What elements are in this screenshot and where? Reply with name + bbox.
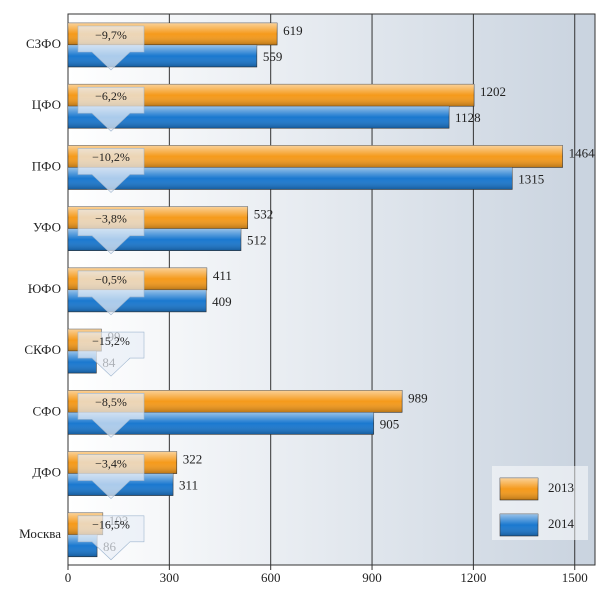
change-label: −3,4% — [95, 456, 127, 470]
bar-shine — [68, 412, 374, 435]
value-label: 411 — [213, 268, 232, 283]
value-label: 532 — [254, 207, 274, 222]
change-label: −16,5% — [92, 518, 130, 532]
change-arrow — [77, 270, 145, 316]
value-label: 559 — [263, 49, 283, 64]
value-label: 1315 — [518, 171, 544, 186]
y-tick-label: СКФО — [24, 342, 61, 357]
change-arrow — [77, 454, 145, 499]
x-tick-label: 300 — [160, 570, 180, 585]
y-tick-label: Москва — [19, 526, 61, 541]
change-arrow — [77, 515, 145, 561]
change-label: −3,8% — [95, 211, 127, 225]
change-label: −0,5% — [95, 273, 127, 287]
value-label: 989 — [408, 390, 428, 405]
bar-shine — [68, 167, 513, 190]
value-label: 409 — [212, 294, 232, 309]
x-tick-label: 1500 — [562, 570, 588, 585]
y-tick-label: ПФО — [32, 158, 61, 173]
y-tick-label: УФО — [33, 220, 61, 235]
change-arrow — [77, 86, 145, 132]
bar-shine — [68, 145, 563, 168]
change-label: −10,2% — [92, 150, 130, 164]
x-tick-label: 900 — [362, 570, 382, 585]
y-tick-label: ЦФО — [32, 97, 61, 112]
change-arrow — [77, 393, 145, 438]
bar-shine — [68, 390, 403, 413]
value-label: 1464 — [569, 145, 596, 160]
legend-shine — [500, 514, 538, 536]
value-label: 619 — [283, 23, 303, 38]
value-label: 322 — [183, 452, 203, 467]
change-label: −8,5% — [95, 395, 127, 409]
legend-shine — [500, 478, 538, 500]
x-tick-label: 600 — [261, 570, 281, 585]
change-label: −9,7% — [95, 28, 127, 42]
value-label: 1202 — [480, 84, 506, 99]
x-tick-label: 0 — [65, 570, 72, 585]
legend-label: 2014 — [548, 516, 575, 531]
x-tick-label: 1200 — [460, 570, 486, 585]
y-tick-label: ДФО — [32, 465, 61, 480]
value-label: 905 — [380, 416, 400, 431]
change-arrow — [77, 25, 145, 71]
change-arrow — [77, 148, 145, 193]
y-tick-label: ЮФО — [28, 281, 61, 296]
value-label: 311 — [179, 478, 198, 493]
y-tick-label: СЗФО — [26, 36, 61, 51]
bar-shine — [68, 84, 475, 107]
bar-shine — [68, 106, 450, 129]
value-label: 512 — [247, 233, 267, 248]
change-label: −6,2% — [95, 89, 127, 103]
change-label: −15,2% — [92, 334, 130, 348]
value-label: 1128 — [455, 110, 481, 125]
legend-label: 2013 — [548, 480, 574, 495]
y-tick-label: СФО — [33, 403, 62, 418]
change-arrow — [77, 209, 145, 255]
change-arrow — [77, 331, 145, 377]
